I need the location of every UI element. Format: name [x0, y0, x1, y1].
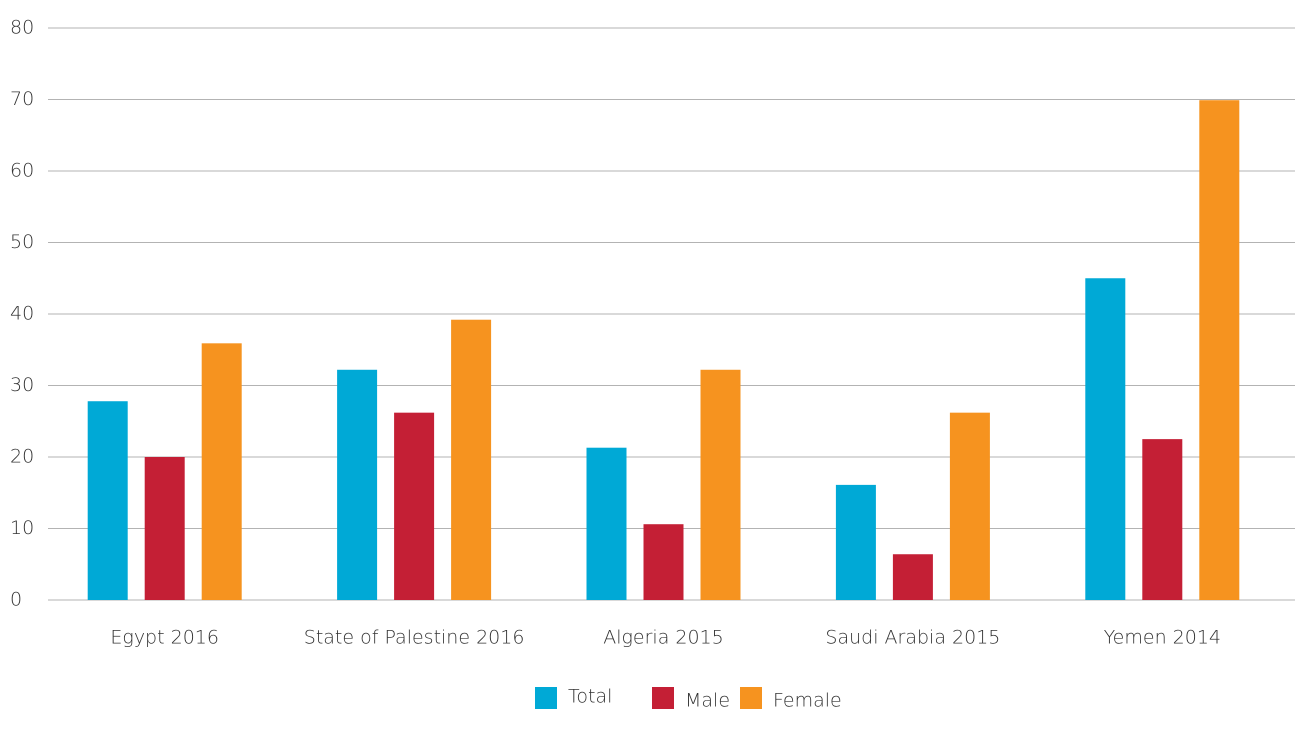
bar	[451, 319, 492, 600]
legend-label: Total	[568, 686, 612, 708]
bar	[201, 343, 242, 600]
y-tick-label: 70	[10, 88, 34, 110]
bar	[1142, 439, 1183, 600]
bar	[949, 412, 990, 600]
x-tick-label: Egypt 2016	[110, 627, 219, 649]
bar	[892, 554, 933, 600]
x-tick-label: Yemen 2014	[1104, 627, 1221, 649]
x-tick-label: Algeria 2015	[603, 627, 724, 649]
bar	[144, 457, 185, 600]
y-tick-label: 0	[10, 589, 22, 611]
legend-swatch	[535, 687, 557, 709]
bar	[337, 369, 378, 600]
y-tick-label: 10	[10, 517, 34, 539]
bar	[1085, 278, 1126, 600]
y-tick-label: 30	[10, 374, 34, 396]
legend-label: Female	[773, 690, 842, 712]
legend-swatch	[652, 687, 674, 709]
y-tick-label: 40	[10, 303, 34, 325]
bar	[586, 447, 627, 600]
bar	[87, 401, 128, 600]
x-tick-label: Saudi Arabia 2015	[825, 627, 1000, 649]
y-tick-label: 50	[10, 231, 34, 253]
y-tick-label: 80	[10, 17, 34, 39]
x-tick-label: State of Palestine 2016	[304, 627, 525, 649]
bar	[643, 524, 684, 600]
y-tick-label: 20	[10, 446, 34, 468]
legend-label: Male	[685, 690, 730, 712]
y-tick-label: 60	[10, 160, 34, 182]
bar	[835, 484, 876, 600]
bar	[394, 412, 435, 600]
legend-swatch	[740, 687, 762, 709]
bar	[1199, 100, 1240, 600]
bar	[700, 369, 741, 600]
